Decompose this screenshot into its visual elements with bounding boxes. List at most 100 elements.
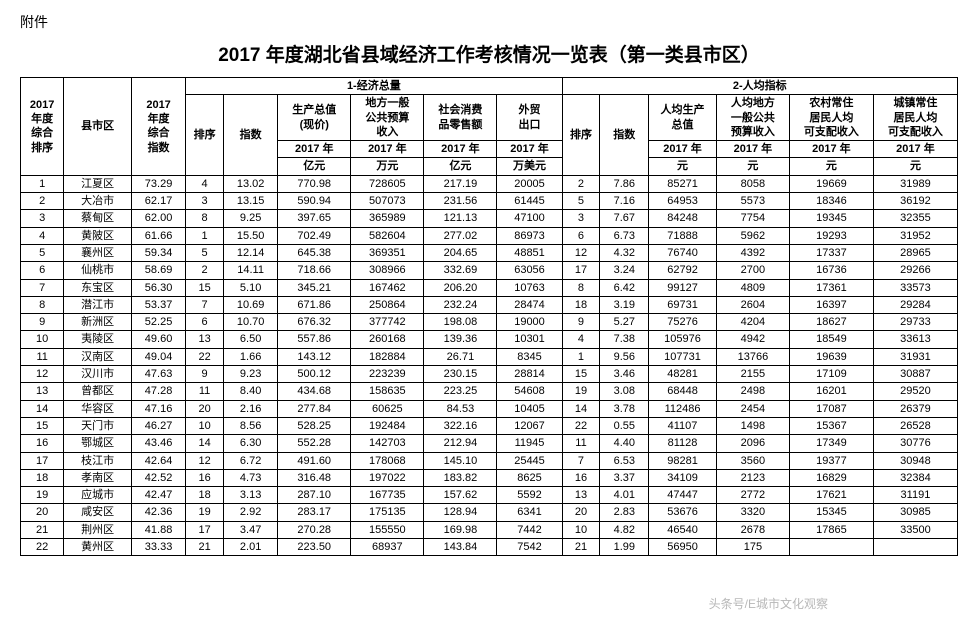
cell-exp: 20005 [497,175,562,192]
cell-x2: 3.37 [600,469,649,486]
unit-gdp: 亿元 [278,158,351,175]
cell-ur: 30985 [873,504,957,521]
cell-x2: 3.24 [600,262,649,279]
cell-c: 荆州区 [64,521,132,538]
col-rural: 农村常住居民人均可支配收入 [789,95,873,141]
cell-ru: 19345 [789,210,873,227]
table-row: 7东宝区56.30155.10345.21167462206.201076386… [21,279,958,296]
cell-ru: 17349 [789,435,873,452]
cell-i: 43.46 [132,435,186,452]
cell-ur: 29520 [873,383,957,400]
col-gdp: 生产总值(现价) [278,95,351,141]
cell-gdp: 316.48 [278,469,351,486]
cell-pg: 99127 [649,279,717,296]
cell-c: 东宝区 [64,279,132,296]
cell-r: 22 [21,539,64,556]
cell-ret: 84.53 [424,400,497,417]
cell-r2: 22 [562,417,600,434]
cell-r: 11 [21,348,64,365]
cell-r1: 2 [186,262,224,279]
cell-i: 61.66 [132,227,186,244]
cell-ret: 332.69 [424,262,497,279]
cell-r2: 10 [562,521,600,538]
cell-ret: 217.19 [424,175,497,192]
cell-exp: 86973 [497,227,562,244]
cell-x1: 15.50 [224,227,278,244]
cell-r1: 1 [186,227,224,244]
cell-exp: 6341 [497,504,562,521]
table-row: 6仙桃市58.69214.11718.66308966332.696305617… [21,262,958,279]
col-export: 外贸出口 [497,95,562,141]
cell-pb: 4204 [716,314,789,331]
cell-gdp: 500.12 [278,366,351,383]
cell-gdp: 557.86 [278,331,351,348]
cell-c: 应城市 [64,487,132,504]
cell-c: 大冶市 [64,193,132,210]
cell-r: 16 [21,435,64,452]
cell-pb: 2155 [716,366,789,383]
cell-gdp: 718.66 [278,262,351,279]
unit-retail: 亿元 [424,158,497,175]
cell-x2: 6.53 [600,452,649,469]
year-pgdp: 2017 年 [649,141,717,158]
cell-pg: 46540 [649,521,717,538]
cell-exp: 11945 [497,435,562,452]
cell-pg: 41107 [649,417,717,434]
cell-c: 汉南区 [64,348,132,365]
cell-bud: 167735 [351,487,424,504]
year-gdp: 2017 年 [278,141,351,158]
cell-r1: 22 [186,348,224,365]
cell-ru: 18627 [789,314,873,331]
cell-x2: 7.86 [600,175,649,192]
cell-bud: 507073 [351,193,424,210]
cell-r2: 21 [562,539,600,556]
cell-i: 47.16 [132,400,186,417]
cell-bud: 167462 [351,279,424,296]
cell-ru: 17621 [789,487,873,504]
cell-x2: 0.55 [600,417,649,434]
cell-ur: 29733 [873,314,957,331]
cell-exp: 10763 [497,279,562,296]
cell-i: 49.04 [132,348,186,365]
cell-i: 42.52 [132,469,186,486]
cell-r2: 15 [562,366,600,383]
cell-x1: 9.25 [224,210,278,227]
cell-r1: 17 [186,521,224,538]
cell-r2: 1 [562,348,600,365]
cell-i: 47.28 [132,383,186,400]
cell-x1: 1.66 [224,348,278,365]
cell-ru: 17109 [789,366,873,383]
cell-x2: 3.08 [600,383,649,400]
cell-ret: 277.02 [424,227,497,244]
cell-r: 8 [21,296,64,313]
cell-c: 仙桃市 [64,262,132,279]
cell-gdp: 528.25 [278,417,351,434]
cell-ret: 204.65 [424,244,497,261]
cell-pg: 81128 [649,435,717,452]
cell-ru: 19639 [789,348,873,365]
cell-gdp: 223.50 [278,539,351,556]
cell-r1: 19 [186,504,224,521]
cell-exp: 8345 [497,348,562,365]
col-idx1: 指数 [224,95,278,175]
cell-pb: 1498 [716,417,789,434]
cell-gdp: 345.21 [278,279,351,296]
year-pbudget: 2017 年 [716,141,789,158]
cell-ret: 322.16 [424,417,497,434]
cell-r: 5 [21,244,64,261]
cell-pg: 47447 [649,487,717,504]
cell-r2: 12 [562,244,600,261]
cell-c: 夷陵区 [64,331,132,348]
cell-r: 6 [21,262,64,279]
cell-x1: 12.14 [224,244,278,261]
cell-r1: 10 [186,417,224,434]
table-row: 14华容区47.16202.16277.846062584.5310405143… [21,400,958,417]
cell-pg: 62792 [649,262,717,279]
cell-i: 41.88 [132,521,186,538]
cell-ret: 212.94 [424,435,497,452]
cell-ur: 29266 [873,262,957,279]
year-export: 2017 年 [497,141,562,158]
cell-ru: 16201 [789,383,873,400]
cell-ur: 33573 [873,279,957,296]
cell-r: 1 [21,175,64,192]
